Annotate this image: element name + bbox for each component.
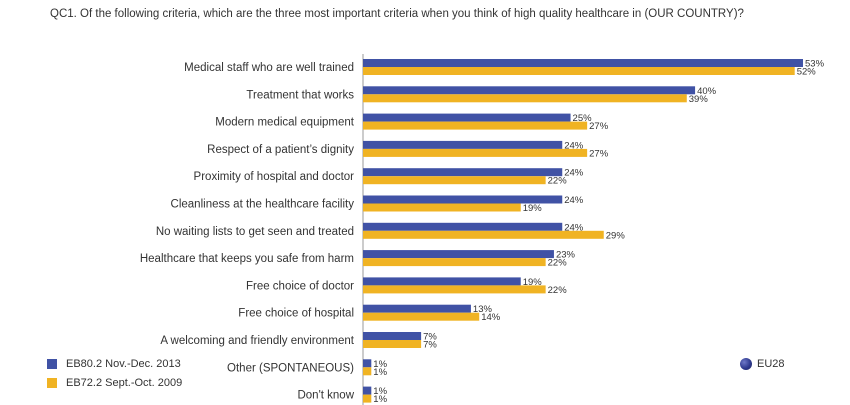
legend-label-2013: EB80.2 Nov.-Dec. 2013 — [66, 358, 181, 370]
bar-2013-free-choice-of-hospital — [363, 304, 471, 313]
legend-swatch-2009 — [47, 378, 57, 388]
category-label-a-welcoming-and-friendly-environment: A welcoming and friendly environment — [160, 335, 354, 347]
legend-label-2009: EB72.2 Sept.-Oct. 2009 — [66, 377, 183, 389]
bar-2013-medical-staff-who-are-well-trained — [363, 59, 803, 67]
value-label-2013-cleanliness-at-the-healthcare-facility: 24% — [564, 195, 584, 206]
category-label-healthcare-that-keeps-you-safe-from-harm: Healthcare that keeps you safe from harm — [140, 253, 354, 265]
value-label-2009-no-waiting-lists-to-get-seen-and-treated: 29% — [606, 230, 626, 241]
eu28-label: EU28 — [757, 358, 785, 370]
value-label-2013-treatment-that-works: 40% — [697, 86, 717, 97]
value-label-2013-don-t-know: 1% — [373, 386, 387, 397]
bar-2009-modern-medical-equipment — [363, 121, 588, 130]
bar-2009-other-spontaneous — [363, 367, 372, 376]
value-label-2013-modern-medical-equipment: 25% — [573, 113, 593, 124]
value-label-2013-no-waiting-lists-to-get-seen-and-treated: 24% — [564, 222, 584, 233]
legend-swatch-2013 — [47, 359, 57, 369]
globe-icon — [740, 358, 752, 370]
category-label-don-t-know: Don't know — [297, 390, 354, 402]
bar-2013-free-choice-of-doctor — [363, 277, 521, 286]
bar-2013-treatment-that-works — [363, 86, 696, 95]
bar-2009-proximity-of-hospital-and-doctor — [363, 176, 546, 185]
bar-2013-respect-of-a-patient-s-dignity — [363, 140, 563, 149]
chart-marks: Medical staff who are well trained 53%52%… — [140, 59, 825, 405]
bar-2013-proximity-of-hospital-and-doctor — [363, 168, 563, 177]
value-label-2013-free-choice-of-doctor: 19% — [523, 277, 543, 288]
value-label-2009-a-welcoming-and-friendly-environment: 7% — [423, 340, 437, 351]
bar-2009-no-waiting-lists-to-get-seen-and-treated — [363, 230, 604, 239]
category-label-cleanliness-at-the-healthcare-facility: Cleanliness at the healthcare facility — [171, 199, 355, 211]
legend-item-2013: EB80.2 Nov.-Dec. 2013 — [47, 358, 181, 370]
bar-2009-respect-of-a-patient-s-dignity — [363, 148, 588, 157]
value-label-2013-medical-staff-who-are-well-trained: 53% — [805, 59, 825, 70]
value-label-2009-other-spontaneous: 1% — [373, 367, 387, 378]
bar-2009-treatment-that-works — [363, 94, 687, 103]
value-label-2013-proximity-of-hospital-and-doctor: 24% — [564, 168, 584, 179]
bar-2013-cleanliness-at-the-healthcare-facility — [363, 195, 563, 204]
value-label-2013-free-choice-of-hospital: 13% — [473, 304, 493, 315]
question-title: QC1. Of the following criteria, which ar… — [50, 8, 744, 20]
value-label-2009-medical-staff-who-are-well-trained: 52% — [797, 67, 817, 78]
value-label-2009-respect-of-a-patient-s-dignity: 27% — [589, 148, 609, 159]
bar-2009-don-t-know — [363, 394, 372, 403]
value-label-2013-a-welcoming-and-friendly-environment: 7% — [423, 332, 437, 343]
value-label-2013-healthcare-that-keeps-you-safe-from-harm: 23% — [556, 250, 576, 261]
value-label-2013-other-spontaneous: 1% — [373, 359, 387, 370]
category-label-free-choice-of-doctor: Free choice of doctor — [246, 280, 354, 292]
category-label-modern-medical-equipment: Modern medical equipment — [215, 117, 355, 129]
category-label-proximity-of-hospital-and-doctor: Proximity of hospital and doctor — [194, 171, 355, 183]
bar-2013-a-welcoming-and-friendly-environment — [363, 332, 422, 340]
eu28-badge: EU28 — [740, 358, 785, 370]
bar-2013-modern-medical-equipment — [363, 113, 571, 122]
value-label-2013-respect-of-a-patient-s-dignity: 24% — [564, 140, 584, 151]
bar-2013-other-spontaneous — [363, 359, 372, 368]
bar-2013-no-waiting-lists-to-get-seen-and-treated — [363, 222, 563, 231]
value-label-2009-proximity-of-hospital-and-doctor: 22% — [548, 176, 568, 187]
category-label-no-waiting-lists-to-get-seen-and-treated: No waiting lists to get seen and treated — [156, 226, 354, 238]
bar-2009-free-choice-of-hospital — [363, 312, 480, 321]
category-label-respect-of-a-patient-s-dignity: Respect of a patient’s dignity — [207, 144, 354, 156]
value-label-2009-don-t-know: 1% — [373, 394, 387, 405]
value-label-2009-free-choice-of-doctor: 22% — [548, 285, 568, 296]
bar-2013-don-t-know — [363, 386, 372, 395]
value-label-2009-healthcare-that-keeps-you-safe-from-harm: 22% — [548, 258, 568, 269]
bar-2009-medical-staff-who-are-well-trained — [363, 67, 795, 75]
value-label-2009-cleanliness-at-the-healthcare-facility: 19% — [523, 203, 543, 214]
bar-2009-a-welcoming-and-friendly-environment — [363, 340, 422, 348]
value-label-2009-free-choice-of-hospital: 14% — [481, 312, 501, 323]
legend-item-2009: EB72.2 Sept.-Oct. 2009 — [47, 377, 182, 389]
value-label-2009-modern-medical-equipment: 27% — [589, 121, 609, 132]
bar-2009-healthcare-that-keeps-you-safe-from-harm — [363, 258, 546, 267]
bar-2009-free-choice-of-doctor — [363, 285, 546, 294]
category-label-free-choice-of-hospital: Free choice of hospital — [238, 308, 354, 320]
category-label-medical-staff-who-are-well-trained: Medical staff who are well trained — [184, 62, 354, 74]
category-label-other-spontaneous: Other (SPONTANEOUS) — [227, 362, 354, 374]
category-label-treatment-that-works: Treatment that works — [246, 89, 354, 101]
value-label-2009-treatment-that-works: 39% — [689, 94, 709, 105]
bar-2009-cleanliness-at-the-healthcare-facility — [363, 203, 521, 212]
bar-2013-healthcare-that-keeps-you-safe-from-harm — [363, 250, 554, 259]
